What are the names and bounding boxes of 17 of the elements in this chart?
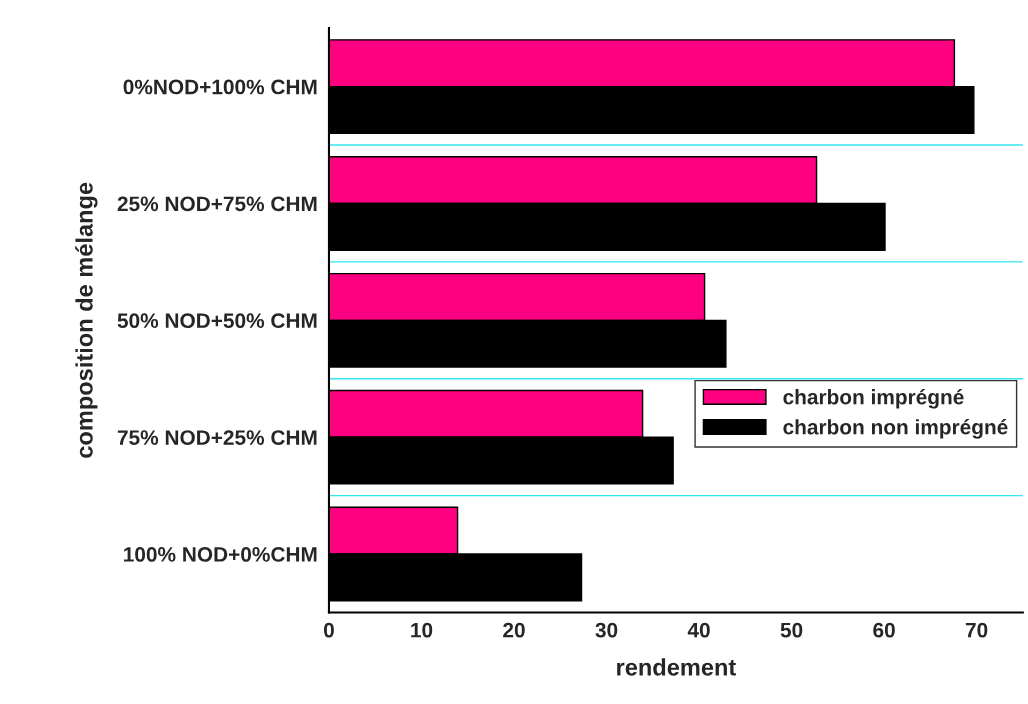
x-tick-label: 0	[323, 622, 334, 638]
x-tick-label: 70	[965, 622, 988, 638]
x-tick-label: 30	[595, 622, 618, 638]
x-axis-title: rendement	[617, 658, 736, 676]
y-tick-label: 50% NOD+50% CHM	[117, 313, 317, 329]
x-tick-label: 10	[411, 622, 433, 638]
y-tick-label: 25% NOD+75% CHM	[117, 196, 317, 212]
y-tick-label: 75% NOD+25% CHM	[117, 430, 317, 445]
x-tick-label: 50	[780, 622, 803, 638]
x-tick-label: 40	[687, 622, 710, 638]
legend-label: charbon imprégné	[783, 388, 964, 409]
y-tick-label: 100% NOD+0%CHM	[124, 547, 317, 562]
x-tick-label: 20	[503, 622, 525, 638]
y-tick-label: 0%NOD+100% CHM	[123, 79, 317, 95]
x-tick-label: 60	[873, 622, 895, 638]
y-axis-title: composition de mélange	[75, 182, 98, 458]
legend-label: charbon non imprégné	[783, 419, 1008, 439]
